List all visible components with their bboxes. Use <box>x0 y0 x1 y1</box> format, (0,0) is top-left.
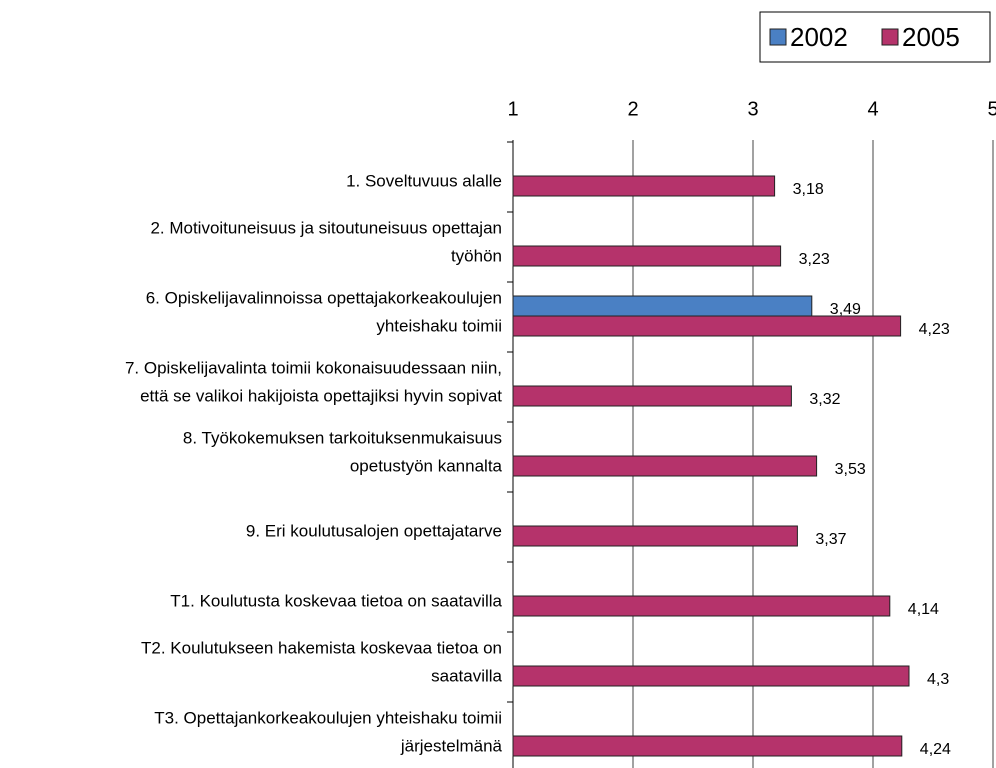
category-label: T1. Koulutusta koskevaa tietoa on saatav… <box>170 591 502 610</box>
bar <box>512 665 910 687</box>
value-label: 3,18 <box>793 181 824 198</box>
bar <box>512 315 902 337</box>
category-label: 7. Opiskelijavalinta toimii kokonaisuude… <box>125 358 502 377</box>
value-label: 4,14 <box>908 601 939 618</box>
bar <box>512 385 792 407</box>
x-tick-label: 4 <box>867 98 878 120</box>
category-label: järjestelmänä <box>400 736 503 755</box>
value-label: 3,53 <box>835 461 866 478</box>
category-label: opetustyön kannalta <box>350 456 503 475</box>
legend-label: 2005 <box>902 22 960 52</box>
legend-swatch <box>881 28 899 46</box>
value-label: 3,49 <box>830 301 861 318</box>
category-label: 6. Opiskelijavalinnoissa opettajakorkeak… <box>146 288 502 307</box>
category-label: 8. Työkokemuksen tarkoituksenmukaisuus <box>183 428 502 447</box>
value-label: 3,32 <box>809 391 840 408</box>
category-label: työhön <box>451 246 502 265</box>
category-label: T3. Opettajankorkeakoulujen yhteishaku t… <box>154 708 502 727</box>
x-tick-label: 3 <box>747 98 758 120</box>
category-label: saatavilla <box>431 666 502 685</box>
value-label: 3,37 <box>815 531 846 548</box>
bar <box>512 245 782 267</box>
legend-label: 2002 <box>790 22 848 52</box>
category-label: 2. Motivoituneisuus ja sitoutuneisuus op… <box>150 218 502 237</box>
bar <box>512 295 813 317</box>
category-label: 9. Eri koulutusalojen opettajatarve <box>246 521 502 540</box>
bar <box>512 735 903 757</box>
legend-swatch <box>769 28 787 46</box>
value-label: 4,24 <box>920 741 951 758</box>
x-tick-label: 2 <box>627 98 638 120</box>
value-label: 4,3 <box>927 671 949 688</box>
x-tick-label: 5 <box>987 98 996 120</box>
bar <box>512 595 891 617</box>
category-label: yhteishaku toimii <box>376 316 502 335</box>
x-tick-label: 1 <box>507 98 518 120</box>
category-label: että se valikoi hakijoista opettajiksi h… <box>140 386 502 405</box>
value-label: 3,23 <box>799 251 830 268</box>
bar <box>512 175 776 197</box>
bar <box>512 525 798 547</box>
category-label: T2. Koulutukseen hakemista koskevaa tiet… <box>141 638 502 657</box>
legend-box <box>759 11 991 63</box>
category-label: 1. Soveltuvuus alalle <box>346 171 502 190</box>
bar <box>512 455 818 477</box>
value-label: 4,23 <box>919 321 950 338</box>
